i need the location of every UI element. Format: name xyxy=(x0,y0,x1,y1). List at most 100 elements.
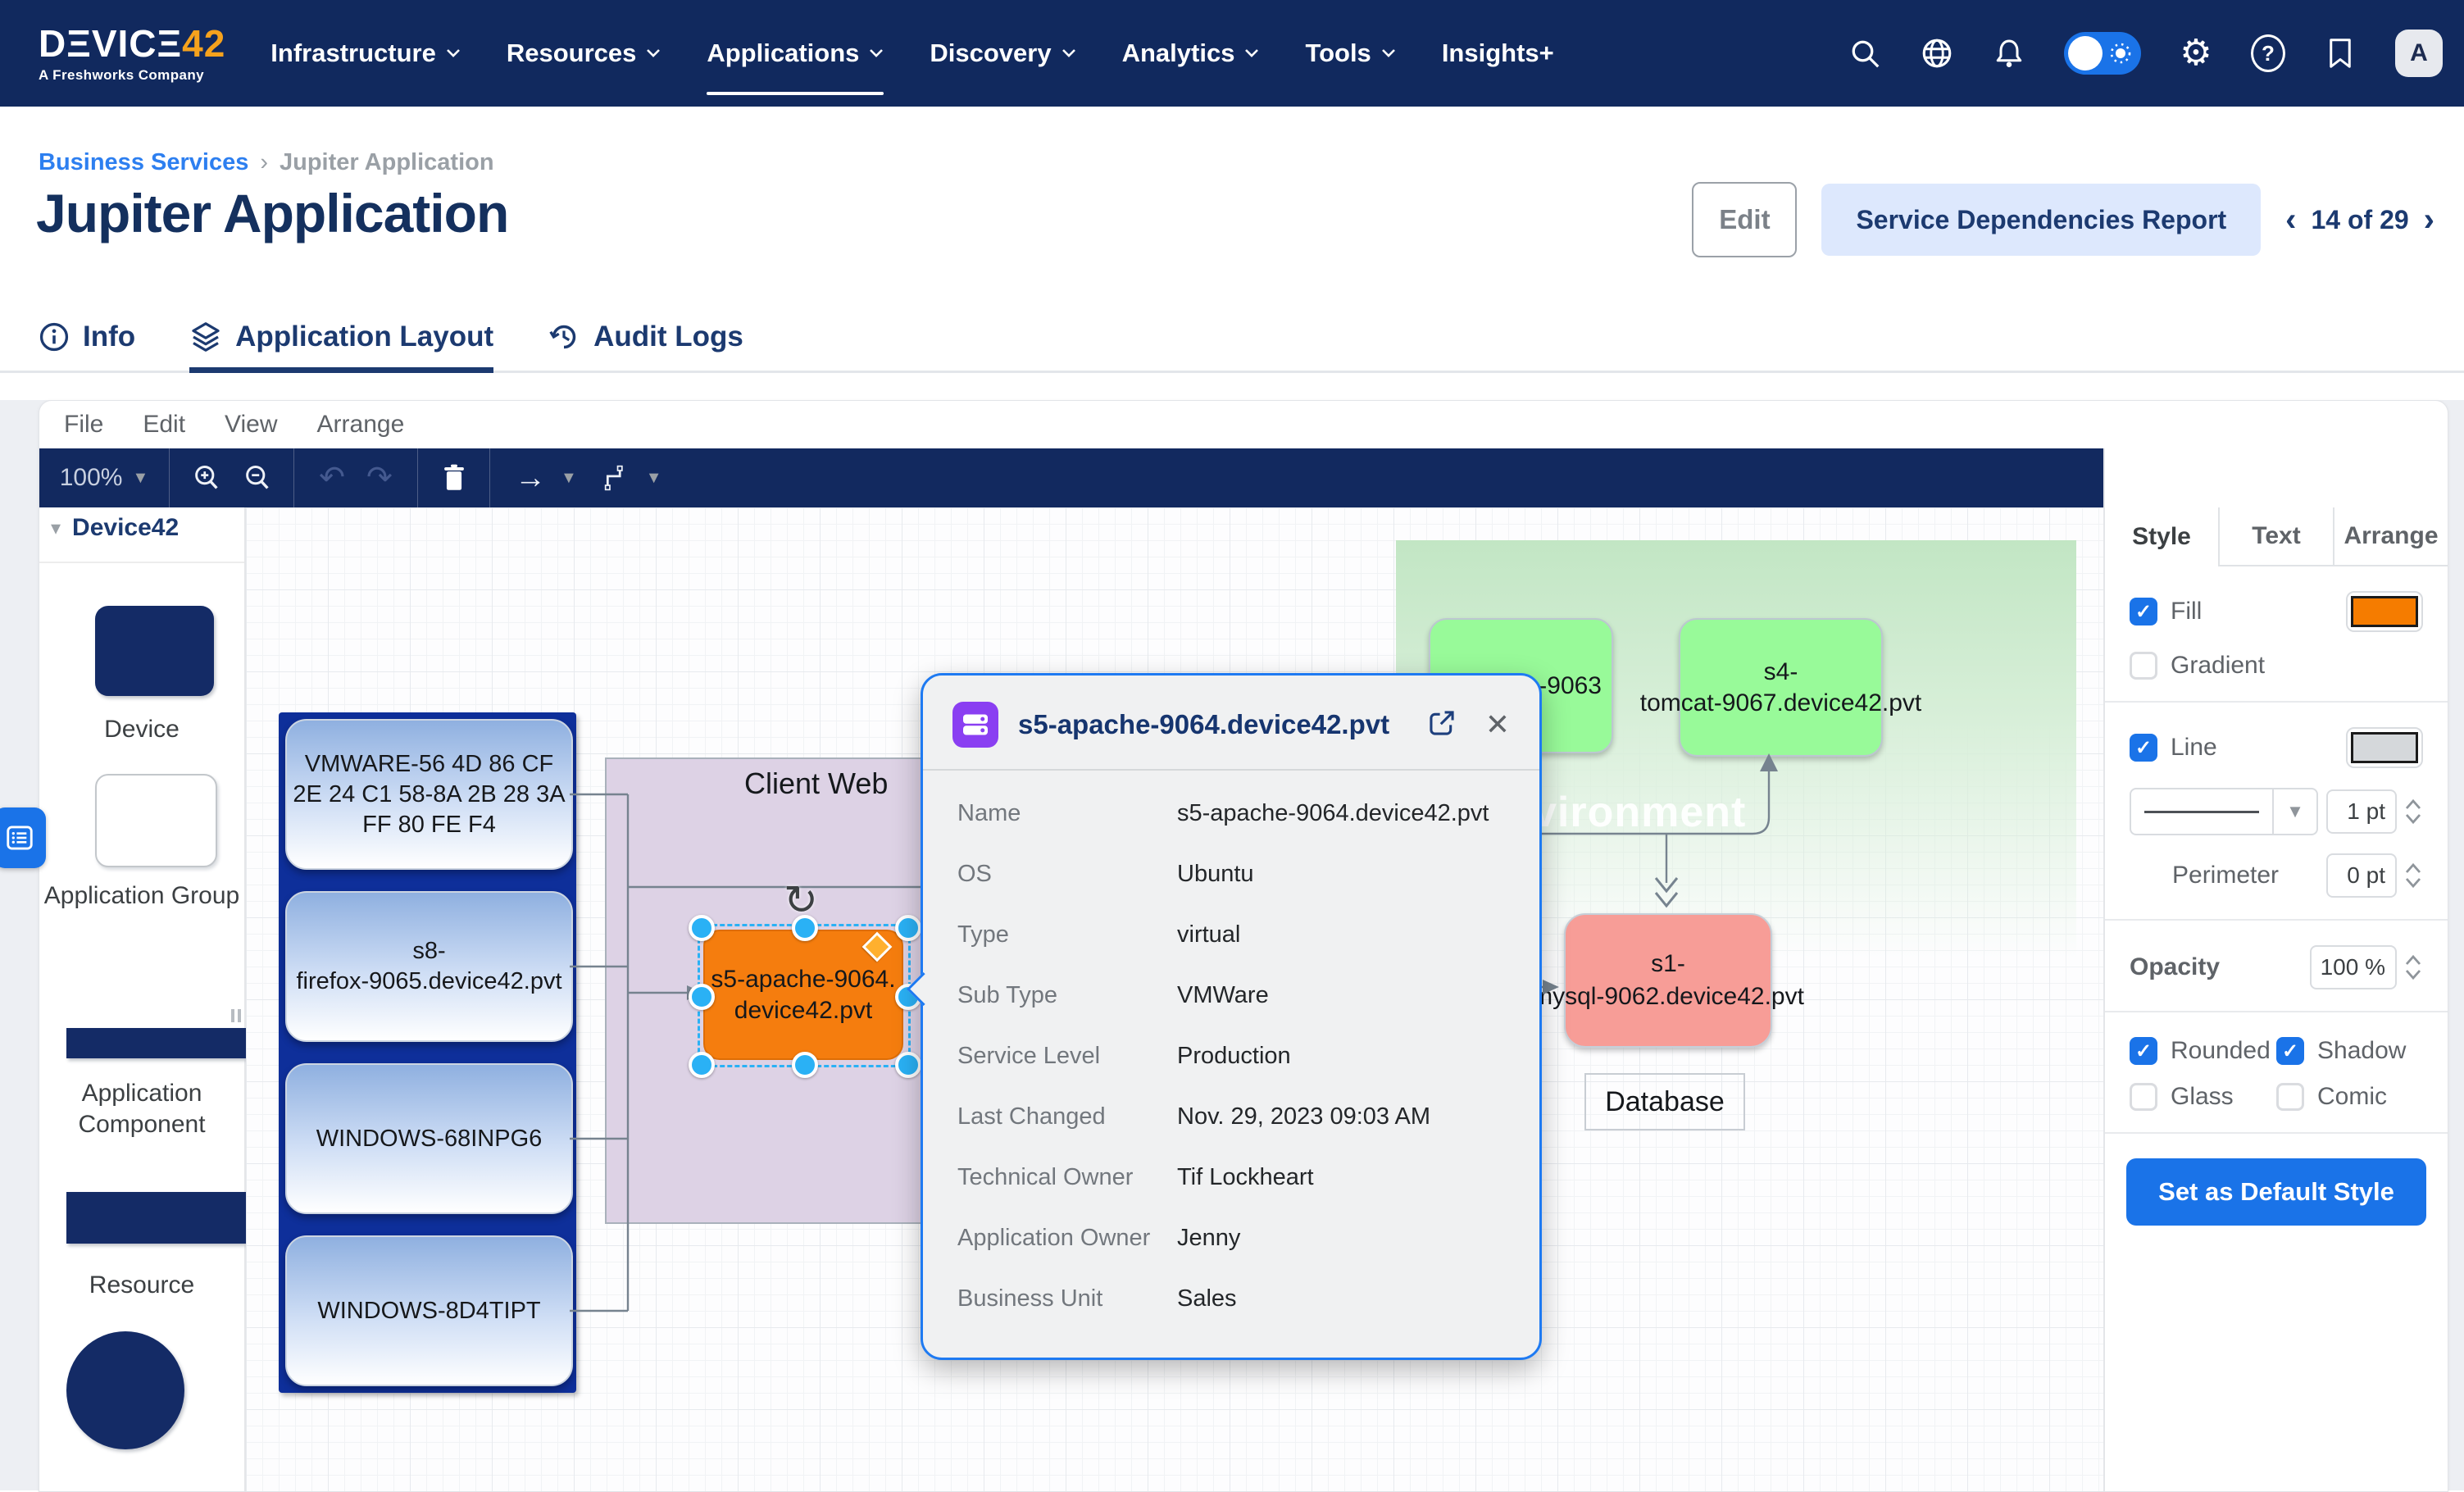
selection-handle-sw[interactable] xyxy=(689,1052,715,1078)
palette-shape-resource[interactable] xyxy=(66,1192,257,1244)
brand-subtitle: A Freshworks Company xyxy=(39,67,204,83)
nav-infrastructure[interactable]: Infrastructure xyxy=(270,0,461,107)
bookmark-icon[interactable] xyxy=(2323,36,2357,71)
page-title: Jupiter Application xyxy=(36,183,509,243)
line-width-stepper[interactable] xyxy=(2403,798,2423,825)
palette-shape-circle[interactable] xyxy=(66,1331,184,1449)
menu-view[interactable]: View xyxy=(225,411,278,438)
nav-resources[interactable]: Resources xyxy=(507,0,661,107)
palette-label-application-component: Application Component xyxy=(78,1080,206,1138)
node-firefox[interactable]: s8- firefox-9065.device42.pvt xyxy=(285,891,573,1042)
comic-label: Comic xyxy=(2317,1083,2388,1110)
selection-handle-w[interactable] xyxy=(689,984,715,1010)
service-dependencies-report-button[interactable]: Service Dependencies Report xyxy=(1821,184,2262,256)
selection-handle-se[interactable] xyxy=(895,1052,921,1078)
gradient-label: Gradient xyxy=(2171,652,2266,679)
theme-toggle[interactable] xyxy=(2064,32,2141,75)
sun-icon xyxy=(2110,43,2131,64)
detail-row-service-level: Service Level Production xyxy=(957,1043,1291,1069)
device42-logo[interactable]: DΞVICΞ42 A Freshworks Company xyxy=(39,25,225,82)
gradient-checkbox[interactable] xyxy=(2130,652,2157,680)
selection-handle-s[interactable] xyxy=(792,1052,818,1078)
rotate-handle-icon[interactable]: ↻ xyxy=(784,877,818,923)
arrow-style-caret-icon[interactable]: ▼ xyxy=(561,468,577,487)
nav-tools[interactable]: Tools xyxy=(1305,0,1395,107)
user-avatar[interactable]: A xyxy=(2395,30,2443,77)
menu-arrange[interactable]: Arrange xyxy=(316,411,405,438)
database-label-box[interactable]: Database xyxy=(1584,1073,1745,1130)
shadow-checkbox[interactable]: ✓ xyxy=(2276,1037,2304,1065)
chevron-down-icon xyxy=(446,49,460,57)
line-width-input[interactable]: 1 pt xyxy=(2326,789,2397,834)
detail-row-subtype: Sub Type VMWare xyxy=(957,982,1269,1008)
tab-audit-logs[interactable]: Audit Logs xyxy=(548,321,743,373)
node-apache-selected[interactable]: s5-apache-9064. device42.pvt xyxy=(703,930,903,1060)
opacity-input[interactable]: 100 % xyxy=(2310,945,2397,989)
list-panel-icon xyxy=(7,826,33,850)
bell-icon[interactable] xyxy=(1992,36,2026,71)
connector-style-button[interactable] xyxy=(603,464,631,492)
line-style-dropdown[interactable]: ▼ xyxy=(2130,788,2318,835)
close-icon[interactable]: ✕ xyxy=(1484,707,1510,741)
tab-text[interactable]: Text xyxy=(2220,507,2334,566)
palette-shape-application-group[interactable] xyxy=(95,774,217,867)
line-color-swatch[interactable] xyxy=(2346,727,2423,768)
edge-arrow-style-button[interactable]: → xyxy=(515,461,546,495)
zoom-out-button[interactable] xyxy=(243,463,272,493)
breadcrumb-business-services[interactable]: Business Services xyxy=(39,149,249,175)
record-pager: ‹ 14 of 29 › xyxy=(2285,203,2434,236)
nav-insights[interactable]: Insights+ xyxy=(1441,39,1554,67)
nav-analytics[interactable]: Analytics xyxy=(1122,0,1260,107)
page-tabs: Info Application Layout Audit Logs xyxy=(39,305,743,373)
fill-color-swatch[interactable] xyxy=(2346,591,2423,632)
nav-applications[interactable]: Applications xyxy=(707,0,884,107)
open-external-icon[interactable] xyxy=(1426,707,1457,743)
tab-application-layout[interactable]: Application Layout xyxy=(189,321,494,373)
palette-resize-grip[interactable] xyxy=(231,1009,241,1022)
glass-checkbox[interactable] xyxy=(2130,1083,2157,1111)
help-icon[interactable]: ? xyxy=(2251,34,2285,72)
pager-next-icon[interactable]: › xyxy=(2423,202,2434,238)
zoom-level-dropdown[interactable]: 100% ▼ xyxy=(39,448,170,507)
palette-shape-device[interactable] xyxy=(95,606,214,696)
tab-arrange[interactable]: Arrange xyxy=(2334,507,2448,566)
connector-style-caret-icon[interactable]: ▼ xyxy=(645,468,662,487)
tab-style[interactable]: Style xyxy=(2105,507,2220,566)
globe-icon[interactable] xyxy=(1920,36,1954,71)
edit-button[interactable]: Edit xyxy=(1692,182,1798,257)
perimeter-stepper[interactable] xyxy=(2403,862,2423,889)
zoom-in-button[interactable] xyxy=(192,463,221,493)
redo-button[interactable]: ↷ xyxy=(366,461,393,495)
node-mysql[interactable]: s1- mysql-9062.device42.pvt xyxy=(1532,913,1804,1048)
diagram-canvas[interactable]: Client Web QA Environment VMWARE-56 4D 8… xyxy=(246,507,2103,1491)
editor-workspace: ▾ Device42 Device Application Group Appl… xyxy=(39,507,2103,1491)
menu-edit[interactable]: Edit xyxy=(143,411,186,438)
set-default-style-button[interactable]: Set as Default Style xyxy=(2126,1158,2426,1226)
rounded-checkbox[interactable]: ✓ xyxy=(2130,1037,2157,1065)
comic-checkbox[interactable] xyxy=(2276,1083,2304,1111)
node-vmware[interactable]: VMWARE-56 4D 86 CF 2E 24 C1 58-8A 2B 28 3… xyxy=(285,719,573,870)
opacity-stepper[interactable] xyxy=(2403,954,2423,980)
pager-prev-icon[interactable]: ‹ xyxy=(2285,202,2297,238)
node-windows-8d4tipt[interactable]: WINDOWS-8D4TIPT xyxy=(285,1235,573,1386)
perimeter-input[interactable]: 0 pt xyxy=(2326,853,2397,898)
detail-row-last-changed: Last Changed Nov. 29, 2023 09:03 AM xyxy=(957,1103,1431,1130)
line-checkbox[interactable]: ✓ xyxy=(2130,734,2157,762)
format-panel-toggle[interactable] xyxy=(0,807,46,868)
selection-handle-nw[interactable] xyxy=(689,915,715,941)
delete-button[interactable] xyxy=(442,464,466,492)
menu-file[interactable]: File xyxy=(64,411,104,438)
selection-handle-ne[interactable] xyxy=(895,915,921,941)
fill-checkbox[interactable]: ✓ xyxy=(2130,598,2157,625)
undo-button[interactable]: ↶ xyxy=(319,461,345,495)
detail-row-name: Name s5-apache-9064.device42.pvt xyxy=(957,800,1489,826)
node-windows-68inpg6[interactable]: WINDOWS-68INPG6 xyxy=(285,1063,573,1214)
nav-discovery[interactable]: Discovery xyxy=(930,0,1075,107)
selection-handle-n[interactable] xyxy=(792,915,818,941)
settings-gear-icon[interactable]: ⚙ xyxy=(2180,33,2212,73)
search-icon[interactable] xyxy=(1848,36,1882,71)
tab-info[interactable]: Info xyxy=(39,321,135,373)
node-tomcat[interactable]: s4- tomcat-9067.device42.pvt xyxy=(1640,618,1921,757)
palette-section-header[interactable]: ▾ Device42 xyxy=(51,514,179,542)
palette-shape-application-component[interactable] xyxy=(66,1028,257,1058)
